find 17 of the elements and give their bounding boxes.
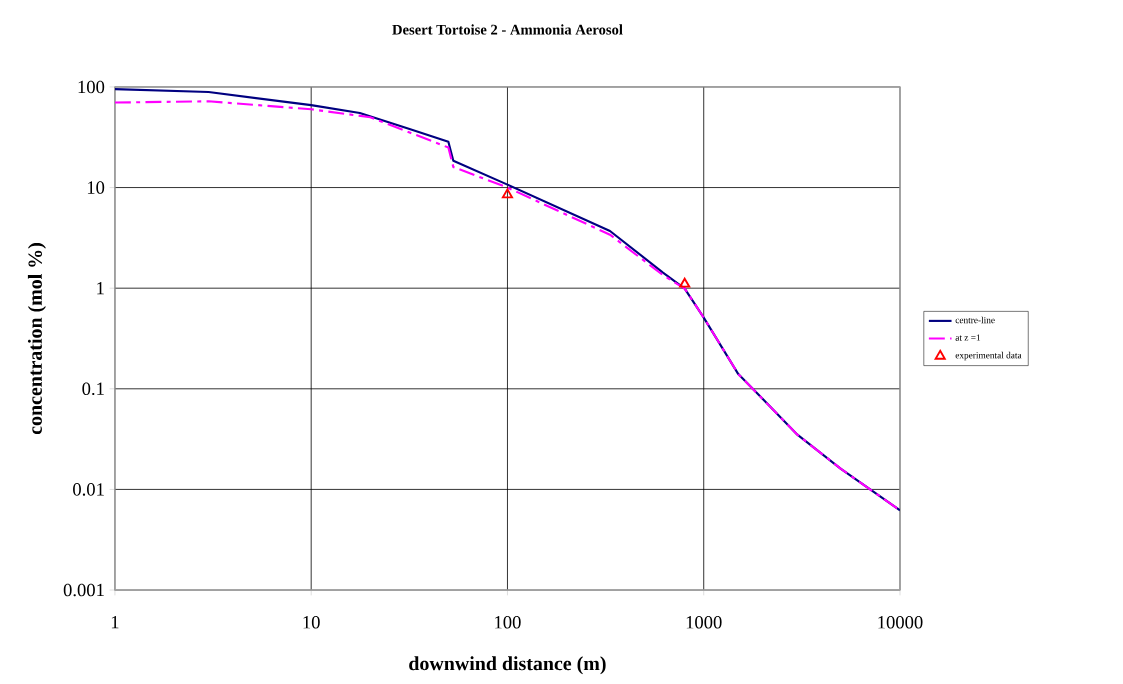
chart-title: Desert Tortoise 2 - Ammonia Aerosol	[392, 24, 623, 35]
x-tick-label: 10	[303, 615, 320, 629]
y-tick-label: 0.1	[82, 382, 104, 396]
legend-label: at z =1	[955, 334, 981, 341]
y-tick-label: 0.01	[73, 483, 104, 496]
x-tick-label: 1000	[686, 615, 722, 629]
legend-label: experimental data	[955, 351, 1022, 361]
y-tick-label: 100	[78, 80, 105, 94]
y-axis-title: concentration (mol %)	[27, 243, 46, 435]
legend-label: centre-line	[955, 316, 995, 324]
x-axis-title: downwind distance (m)	[409, 656, 606, 675]
x-tick-label: 1	[111, 615, 119, 629]
y-tick-label: 0.001	[63, 583, 104, 597]
x-tick-label: 10000	[878, 615, 923, 629]
y-tick-label: 1	[97, 281, 104, 295]
x-tick-label: 100	[495, 615, 521, 629]
y-tick-label: 10	[87, 181, 105, 194]
